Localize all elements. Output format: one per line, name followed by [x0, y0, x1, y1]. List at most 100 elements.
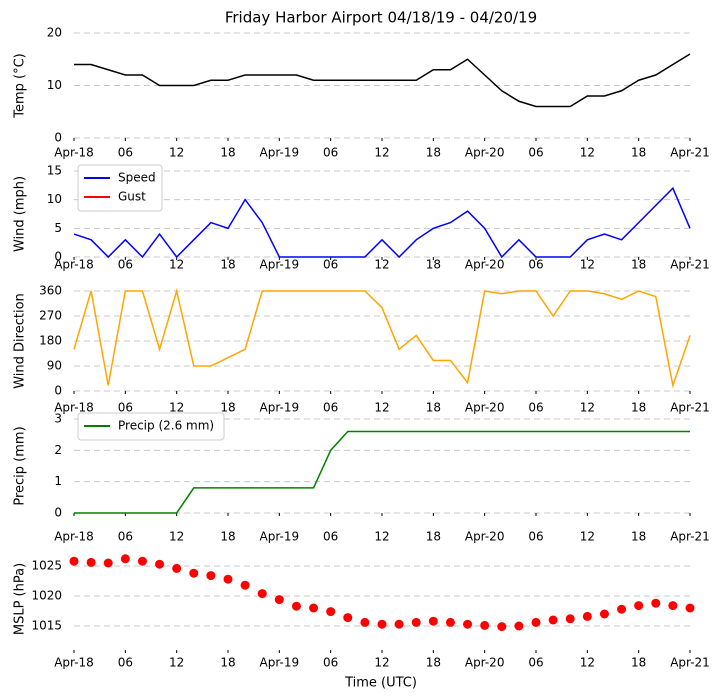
data-point: [531, 617, 541, 627]
data-point: [223, 574, 233, 584]
data-point: [445, 617, 455, 627]
x-tick-label: Apr-20: [465, 258, 505, 272]
y-tick-label: 360: [39, 284, 62, 298]
data-point: [514, 621, 524, 631]
y-tick-label: 20: [47, 26, 62, 40]
x-tick-label: 18: [426, 401, 441, 415]
data-point: [480, 620, 490, 630]
x-tick-label: 12: [580, 258, 595, 272]
legend-label: Speed: [118, 171, 156, 185]
x-tick-label: Apr-21: [670, 401, 710, 415]
x-tick-label: 18: [631, 656, 646, 670]
legend-label: Gust: [118, 190, 146, 204]
x-tick-label: 12: [169, 146, 184, 160]
y-tick-label: 10: [47, 78, 62, 92]
data-point: [582, 611, 592, 621]
data-point: [189, 568, 199, 578]
y-tick-label: 0: [54, 250, 62, 264]
y-tick-label: 5: [54, 221, 62, 235]
y-tick-label: 3: [54, 412, 62, 426]
x-tick-label: Apr-18: [54, 530, 94, 544]
legend-box: [77, 164, 163, 212]
legend-box: [77, 412, 225, 441]
x-tick-label: 06: [323, 146, 338, 160]
data-point: [291, 601, 301, 611]
x-tick-label: 06: [118, 146, 133, 160]
x-tick-label: 18: [220, 146, 235, 160]
y-tick-label: 0: [54, 131, 62, 145]
data-line: [73, 186, 691, 259]
y-tick-label: 0: [54, 384, 62, 398]
x-tick-label: 12: [580, 656, 595, 670]
x-tick-label: 18: [426, 146, 441, 160]
data-point: [394, 619, 404, 629]
x-tick-label: 06: [323, 401, 338, 415]
x-tick-label: Apr-20: [465, 401, 505, 415]
data-line: [73, 288, 691, 389]
x-tick-label: 12: [374, 656, 389, 670]
x-tick-label: 06: [118, 401, 133, 415]
y-tick-label: 180: [39, 334, 62, 348]
y-axis-label: MSLP (hPa): [13, 563, 28, 635]
data-line: [74, 53, 691, 108]
legend-label: Precip (2.6 mm): [118, 419, 214, 433]
x-tick-label: Apr-20: [465, 530, 505, 544]
x-tick-label: 06: [323, 258, 338, 272]
x-tick-label: 12: [580, 401, 595, 415]
data-point: [668, 601, 678, 611]
data-point: [411, 617, 421, 627]
x-tick-label: Apr-20: [465, 656, 505, 670]
y-tick-label: 10: [47, 192, 62, 206]
x-axis-label: Time (UTC): [344, 676, 417, 691]
data-point: [463, 619, 473, 629]
x-tick-label: 18: [220, 258, 235, 272]
data-point: [497, 622, 507, 632]
y-tick-label: 1020: [31, 589, 62, 603]
x-tick-label: 06: [528, 401, 543, 415]
data-point: [326, 607, 336, 617]
x-tick-label: 18: [631, 258, 646, 272]
data-point: [206, 571, 216, 581]
x-tick-label: 06: [323, 530, 338, 544]
y-tick-label: 15: [47, 164, 62, 178]
y-tick-label: 0: [54, 506, 62, 520]
x-tick-label: 18: [631, 530, 646, 544]
x-tick-label: Apr-21: [670, 258, 710, 272]
x-tick-label: 12: [169, 656, 184, 670]
data-point: [69, 556, 79, 566]
y-tick-label: 2: [54, 443, 62, 457]
data-line: [74, 430, 690, 514]
x-tick-label: 18: [426, 530, 441, 544]
x-tick-label: 18: [426, 258, 441, 272]
x-tick-label: Apr-19: [260, 258, 300, 272]
data-point: [172, 563, 182, 573]
x-tick-label: 12: [169, 258, 184, 272]
y-tick-label: 1025: [31, 559, 62, 573]
x-tick-label: 06: [323, 656, 338, 670]
x-tick-label: Apr-19: [260, 530, 300, 544]
x-tick-label: 18: [220, 656, 235, 670]
data-point: [86, 557, 96, 567]
y-axis-label: Precip (mm): [13, 426, 28, 505]
x-tick-label: 12: [580, 530, 595, 544]
data-point: [103, 558, 113, 568]
x-tick-label: 18: [220, 401, 235, 415]
y-axis-label: Wind (mph): [13, 176, 28, 252]
data-point: [137, 556, 147, 566]
x-tick-label: Apr-20: [465, 146, 505, 160]
data-point: [274, 595, 284, 605]
x-tick-label: 12: [374, 530, 389, 544]
chart-title: Friday Harbor Airport 04/18/19 - 04/20/1…: [225, 9, 537, 27]
data-point: [309, 603, 319, 613]
x-tick-label: 12: [374, 401, 389, 415]
x-tick-label: Apr-21: [670, 656, 710, 670]
x-tick-label: Apr-21: [670, 146, 710, 160]
x-tick-label: 12: [374, 258, 389, 272]
x-tick-label: 12: [169, 401, 184, 415]
x-tick-label: Apr-19: [260, 656, 300, 670]
data-point: [685, 603, 695, 613]
data-point: [377, 619, 387, 629]
data-point: [257, 589, 267, 599]
x-tick-label: Apr-19: [260, 401, 300, 415]
